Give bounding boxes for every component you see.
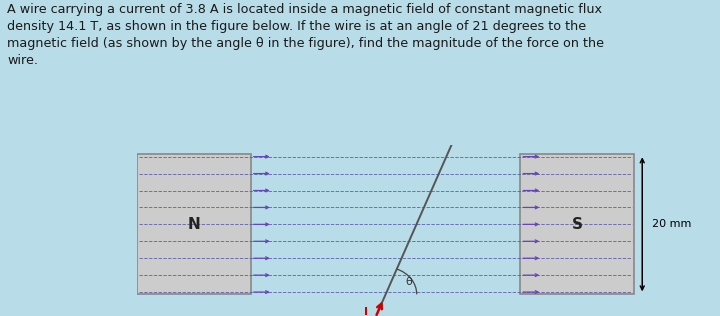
Text: θ: θ [405,277,412,287]
Text: S: S [572,217,583,232]
Bar [137,155,251,294]
Text: A wire carrying a current of 3.8 A is located inside a magnetic field of constan: A wire carrying a current of 3.8 A is lo… [7,3,604,67]
Text: 20 mm: 20 mm [652,219,691,229]
Text: I: I [364,307,368,316]
Bar [521,155,634,294]
Text: N: N [187,217,200,232]
